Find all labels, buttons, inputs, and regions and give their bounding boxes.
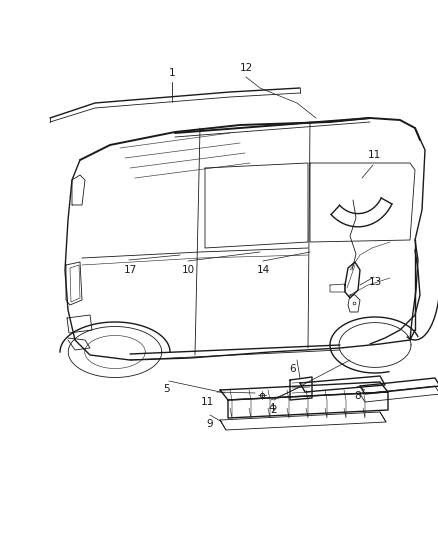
Text: 5: 5 (162, 384, 170, 394)
Text: 11: 11 (200, 397, 214, 407)
Text: 12: 12 (240, 63, 253, 73)
Text: 2: 2 (271, 405, 277, 415)
Text: 14: 14 (256, 265, 270, 275)
Text: 8: 8 (355, 391, 361, 401)
Text: 11: 11 (367, 150, 381, 160)
Text: 17: 17 (124, 265, 137, 275)
Text: 4: 4 (268, 403, 276, 413)
Text: 10: 10 (181, 265, 194, 275)
Text: 13: 13 (368, 277, 381, 287)
Text: 1: 1 (169, 68, 175, 78)
Text: 6: 6 (290, 364, 297, 374)
Text: 9: 9 (207, 419, 213, 429)
